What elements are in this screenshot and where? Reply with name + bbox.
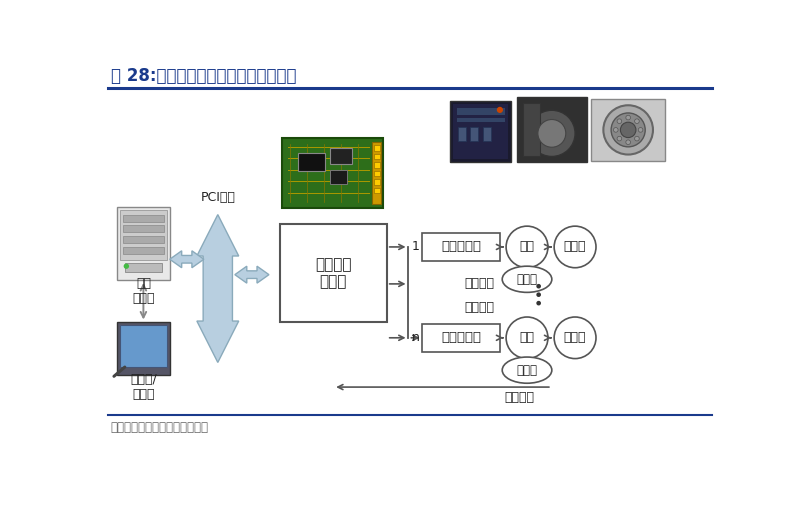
Text: 反馈信号: 反馈信号: [464, 277, 494, 290]
Text: 工业
计算机: 工业 计算机: [132, 277, 154, 305]
Bar: [123, 247, 163, 254]
Ellipse shape: [538, 120, 566, 147]
Text: 资料来源：东兴证券研究所整理: 资料来源：东兴证券研究所整理: [111, 421, 209, 434]
Bar: [523, 103, 540, 156]
Bar: [330, 148, 352, 164]
Circle shape: [617, 119, 622, 124]
Ellipse shape: [554, 317, 596, 359]
Bar: [120, 210, 166, 260]
Bar: [123, 215, 163, 222]
Text: 控制信号: 控制信号: [464, 301, 494, 314]
Bar: [483, 127, 490, 141]
Circle shape: [536, 292, 541, 297]
Ellipse shape: [621, 122, 636, 137]
Bar: [298, 153, 325, 172]
Bar: [330, 170, 347, 184]
Text: 伺服驱动器: 伺服驱动器: [441, 240, 481, 254]
Ellipse shape: [611, 113, 646, 147]
Polygon shape: [235, 266, 269, 283]
Circle shape: [634, 119, 639, 124]
Circle shape: [626, 140, 630, 144]
Bar: [374, 171, 380, 176]
Circle shape: [536, 301, 541, 306]
Circle shape: [614, 128, 618, 132]
Text: 运动控制
器板卡: 运动控制 器板卡: [315, 257, 351, 289]
Circle shape: [626, 115, 630, 120]
Ellipse shape: [506, 317, 548, 359]
Text: 编码器: 编码器: [517, 364, 538, 377]
Text: 电机: 电机: [519, 331, 534, 344]
Bar: [374, 188, 380, 193]
Bar: [372, 142, 382, 204]
Bar: [374, 162, 380, 168]
Bar: [120, 326, 166, 367]
Circle shape: [124, 264, 129, 269]
Circle shape: [634, 136, 639, 141]
Bar: [422, 324, 500, 351]
Bar: [282, 137, 383, 209]
Text: 编码器: 编码器: [517, 273, 538, 286]
Bar: [454, 104, 508, 159]
Ellipse shape: [502, 266, 552, 292]
Polygon shape: [170, 251, 204, 268]
Bar: [422, 233, 500, 261]
Bar: [374, 154, 380, 159]
Text: 伺服驱动器: 伺服驱动器: [441, 331, 481, 344]
Bar: [457, 118, 505, 122]
Polygon shape: [197, 215, 238, 363]
Bar: [470, 127, 478, 141]
Bar: [458, 127, 466, 141]
Text: 反馈信号: 反馈信号: [504, 390, 534, 403]
Text: n: n: [411, 331, 419, 344]
Text: 图 28:工业机器人关键零部件之间关系: 图 28:工业机器人关键零部件之间关系: [111, 67, 296, 85]
Bar: [450, 100, 510, 162]
Ellipse shape: [506, 226, 548, 268]
Bar: [117, 322, 170, 375]
Bar: [374, 145, 380, 150]
Ellipse shape: [603, 105, 653, 155]
Bar: [123, 225, 163, 232]
Bar: [280, 224, 386, 322]
Bar: [374, 179, 380, 184]
Text: 减速机: 减速机: [564, 240, 586, 254]
Circle shape: [617, 136, 622, 141]
Circle shape: [536, 284, 541, 288]
Ellipse shape: [554, 226, 596, 268]
Bar: [517, 97, 586, 162]
Bar: [457, 109, 505, 115]
Circle shape: [497, 107, 503, 113]
Text: 显示器/
示教盒: 显示器/ 示教盒: [130, 373, 157, 401]
Ellipse shape: [502, 357, 552, 383]
Bar: [123, 236, 163, 243]
Ellipse shape: [529, 110, 575, 157]
Bar: [591, 99, 665, 161]
Bar: [125, 263, 162, 272]
Text: PCI总线: PCI总线: [200, 191, 235, 204]
Bar: [117, 207, 170, 280]
Text: 1: 1: [411, 240, 419, 254]
Text: 电机: 电机: [519, 240, 534, 254]
Circle shape: [638, 128, 643, 132]
Text: 减速机: 减速机: [564, 331, 586, 344]
